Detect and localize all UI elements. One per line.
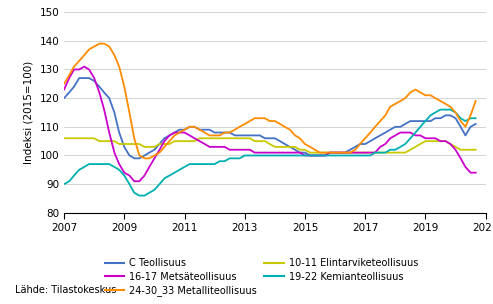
19-22 Kemianteollisuus bbox=[121, 174, 127, 177]
19-22 Kemianteollisuus bbox=[61, 182, 67, 186]
C Teollisuus bbox=[317, 154, 323, 157]
C Teollisuus bbox=[91, 79, 97, 83]
16-17 Metsäteollisuus bbox=[367, 151, 373, 154]
10-11 Elintarviketeollisuus bbox=[362, 151, 368, 154]
Line: 16-17 Metsäteollisuus: 16-17 Metsäteollisuus bbox=[64, 67, 476, 181]
C Teollisuus bbox=[76, 76, 82, 80]
19-22 Kemianteollisuus bbox=[86, 162, 92, 166]
C Teollisuus bbox=[367, 139, 373, 143]
C Teollisuus bbox=[157, 142, 163, 146]
16-17 Metsäteollisuus bbox=[317, 154, 323, 157]
Line: 19-22 Kemianteollisuus: 19-22 Kemianteollisuus bbox=[64, 110, 476, 195]
16-17 Metsäteollisuus bbox=[127, 174, 133, 177]
19-22 Kemianteollisuus bbox=[312, 154, 318, 157]
19-22 Kemianteollisuus bbox=[387, 148, 393, 152]
Line: 10-11 Elintarviketeollisuus: 10-11 Elintarviketeollisuus bbox=[64, 138, 476, 153]
24-30_33 Metalliteollisuus bbox=[141, 157, 147, 160]
10-11 Elintarviketeollisuus bbox=[61, 136, 67, 140]
16-17 Metsäteollisuus bbox=[392, 133, 398, 137]
10-11 Elintarviketeollisuus bbox=[307, 151, 313, 154]
19-22 Kemianteollisuus bbox=[151, 188, 157, 192]
C Teollisuus bbox=[127, 154, 133, 157]
16-17 Metsäteollisuus bbox=[473, 171, 479, 174]
10-11 Elintarviketeollisuus bbox=[146, 145, 152, 149]
24-30_33 Metalliteollisuus bbox=[392, 102, 398, 106]
Line: C Teollisuus: C Teollisuus bbox=[64, 78, 476, 158]
16-17 Metsäteollisuus bbox=[81, 65, 87, 68]
19-22 Kemianteollisuus bbox=[437, 108, 443, 112]
24-30_33 Metalliteollisuus bbox=[157, 151, 163, 154]
24-30_33 Metalliteollisuus bbox=[127, 111, 133, 114]
C Teollisuus bbox=[61, 96, 67, 100]
10-11 Elintarviketeollisuus bbox=[312, 151, 318, 154]
19-22 Kemianteollisuus bbox=[362, 154, 368, 157]
24-30_33 Metalliteollisuus bbox=[96, 42, 102, 46]
C Teollisuus bbox=[473, 122, 479, 126]
C Teollisuus bbox=[392, 125, 398, 129]
24-30_33 Metalliteollisuus bbox=[473, 99, 479, 103]
24-30_33 Metalliteollisuus bbox=[317, 151, 323, 154]
C Teollisuus bbox=[131, 157, 137, 160]
Line: 24-30_33 Metalliteollisuus: 24-30_33 Metalliteollisuus bbox=[64, 44, 476, 158]
16-17 Metsäteollisuus bbox=[157, 148, 163, 152]
10-11 Elintarviketeollisuus bbox=[86, 136, 92, 140]
Y-axis label: Indeksi (2015=100): Indeksi (2015=100) bbox=[24, 61, 34, 164]
10-11 Elintarviketeollisuus bbox=[121, 142, 127, 146]
24-30_33 Metalliteollisuus bbox=[367, 131, 373, 134]
10-11 Elintarviketeollisuus bbox=[473, 148, 479, 152]
19-22 Kemianteollisuus bbox=[137, 194, 142, 197]
16-17 Metsäteollisuus bbox=[91, 76, 97, 80]
19-22 Kemianteollisuus bbox=[473, 116, 479, 120]
Text: Lähde: Tilastokeskus: Lähde: Tilastokeskus bbox=[15, 285, 116, 295]
24-30_33 Metalliteollisuus bbox=[86, 48, 92, 51]
10-11 Elintarviketeollisuus bbox=[387, 151, 393, 154]
Legend: C Teollisuus, 16-17 Metsäteollisuus, 24-30_33 Metalliteollisuus, 10-11 Elintarvi: C Teollisuus, 16-17 Metsäteollisuus, 24-… bbox=[105, 258, 418, 296]
24-30_33 Metalliteollisuus bbox=[61, 82, 67, 86]
16-17 Metsäteollisuus bbox=[61, 88, 67, 92]
16-17 Metsäteollisuus bbox=[131, 179, 137, 183]
